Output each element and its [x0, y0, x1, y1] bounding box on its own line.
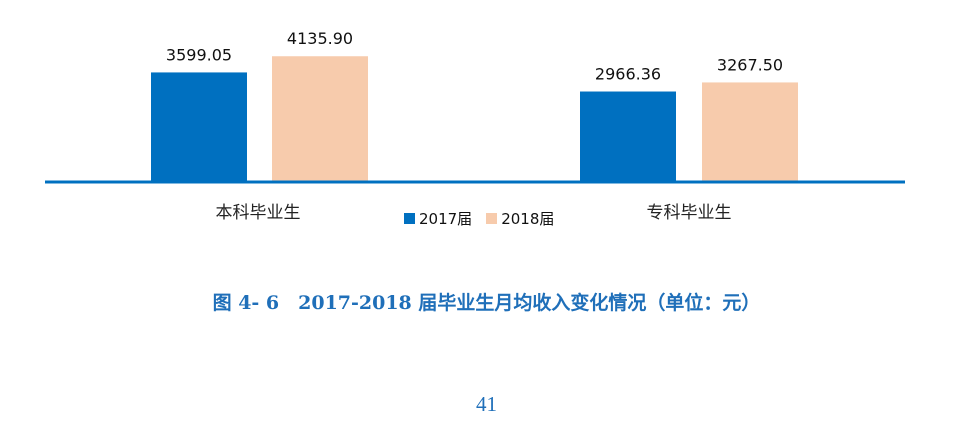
bar-2017届-专科毕业生 — [580, 91, 676, 181]
category-label-undergrad: 本科毕业生 — [215, 203, 301, 223]
legend-label-2017: 2017届 — [419, 210, 473, 228]
data-label: 4135.90 — [287, 29, 353, 48]
bar-chart: 3599.05 2966.36 4135.90 3267.50 — [45, 29, 905, 184]
bar-2018届-本科毕业生 — [272, 56, 368, 181]
legend: 2017届 2018届 — [404, 208, 568, 229]
legend-swatch-2018 — [486, 213, 498, 224]
data-label: 3267.50 — [717, 55, 783, 74]
legend-swatch-2017 — [404, 213, 415, 224]
legend-item-2017: 2017届 — [404, 208, 472, 229]
data-label: 3599.05 — [166, 45, 232, 64]
data-label: 2966.36 — [595, 65, 661, 84]
category-label-college: 专科毕业生 — [646, 203, 732, 223]
figure-caption: 图 4- 6 2017-2018 届毕业生月均收入变化情况（单位：元） — [212, 292, 761, 314]
legend-label-2018: 2018届 — [501, 210, 555, 228]
bar-2018届-专科毕业生 — [702, 82, 798, 181]
legend-item-2018: 2018届 — [486, 208, 554, 229]
bar-2017届-本科毕业生 — [151, 72, 247, 181]
page-number: 41 — [476, 392, 497, 416]
